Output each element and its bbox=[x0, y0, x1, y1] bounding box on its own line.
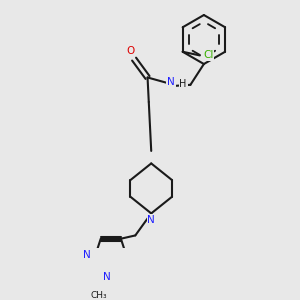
Text: N: N bbox=[167, 77, 175, 87]
Text: H: H bbox=[179, 79, 187, 88]
Text: N: N bbox=[147, 215, 155, 225]
Text: N: N bbox=[103, 272, 111, 282]
Text: N: N bbox=[83, 250, 91, 260]
Text: O: O bbox=[126, 46, 134, 56]
Text: CH₃: CH₃ bbox=[90, 291, 107, 300]
Text: Cl: Cl bbox=[203, 50, 214, 60]
